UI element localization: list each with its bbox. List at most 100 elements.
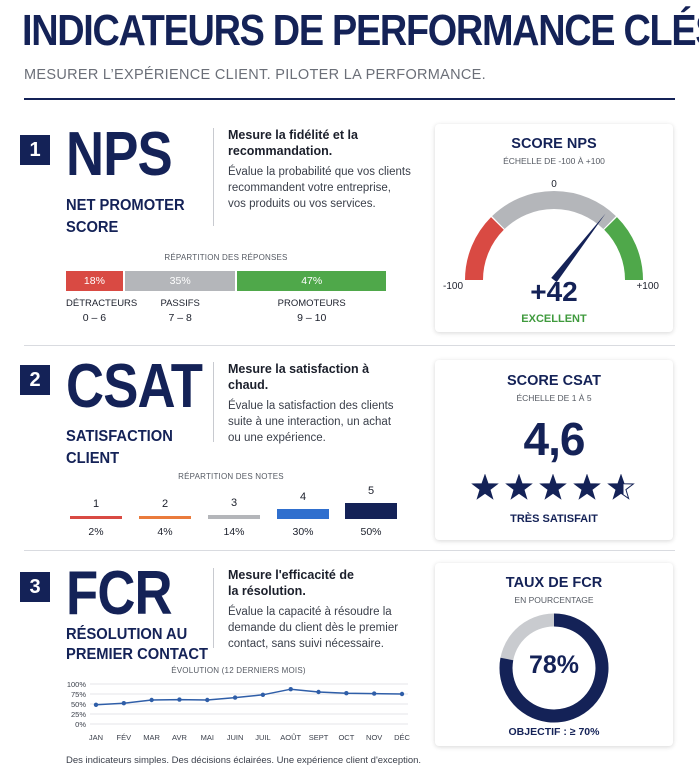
csat-rating-column: 1 2% <box>70 486 122 542</box>
csat-desc-2: suite à une interaction, un achat <box>228 416 392 428</box>
section-number-nps: 1 <box>20 135 50 165</box>
nps-segment-label: DÉTRACTEURS 0 – 6 <box>66 297 138 325</box>
nps-gauge <box>465 191 643 283</box>
csat-desc-1: Évalue la satisfaction des clients <box>228 400 394 412</box>
csat-rating-bar <box>345 503 397 519</box>
fcr-acronym: FCR <box>66 559 173 628</box>
x-tick-label: JUIL <box>255 733 270 742</box>
x-tick-label: AOÛT <box>280 733 301 742</box>
csat-rating-column: 3 14% <box>208 486 260 542</box>
csat-ratings: 1 2% 2 4% 3 14% 4 30% 5 50% <box>66 485 400 542</box>
page-subtitle: MESURER L’EXPÉRIENCE CLIENT. PILOTER LA … <box>24 67 486 83</box>
x-tick-label: MAI <box>201 733 214 742</box>
fcr-data-point <box>177 697 182 702</box>
footer-tagline: Des indicateurs simples. Des décisions é… <box>66 755 422 766</box>
nps-acronym: NPS <box>66 120 173 189</box>
nps-score-card: SCORE NPS ÉCHELLE DE -100 À +100 0 -100 … <box>435 124 673 332</box>
fcr-evolution-chart: 100%75%50%25%0%JAN FÉV MAR AVR MAI JUIN JUIL AO… <box>67 680 411 742</box>
fcr-name-line1: RÉSOLUTION AU <box>66 626 188 643</box>
nps-description: Mesure la fidélité et la recommandation.… <box>228 127 411 212</box>
csat-rating-note: 5 <box>367 485 375 497</box>
y-tick-label: 0% <box>75 720 86 729</box>
star-icon <box>539 474 567 500</box>
fcr-card-title: TAUX DE FCR <box>505 575 603 591</box>
y-tick-label: 25% <box>71 710 86 719</box>
nps-segment-label: PASSIFS 7 – 8 <box>125 297 236 325</box>
csat-card-scale: ÉCHELLE DE 1 À 5 <box>516 393 592 403</box>
csat-rating-note: 3 <box>230 496 238 509</box>
csat-rating-pct: 4% <box>157 526 173 538</box>
section-number-fcr: 3 <box>20 572 50 602</box>
csat-rating-column: 5 50% <box>345 485 397 542</box>
fcr-data-point <box>121 701 127 706</box>
nps-desc-head-2: recommandation. <box>228 144 333 158</box>
fcr-data-point <box>316 689 321 695</box>
fcr-line-series <box>95 688 403 706</box>
nps-score-value: +42 <box>530 276 578 307</box>
nps-breakdown-labels: DÉTRACTEURS 0 – 6 PASSIFS 7 – 8 PROMOTEURS 9 … <box>66 297 386 327</box>
nps-gauge-band <box>492 191 616 230</box>
fcr-data-point <box>93 702 99 707</box>
nps-desc-head-1: Mesure la fidélité et la <box>228 128 358 142</box>
csat-rating-note: 2 <box>161 498 169 510</box>
nps-gauge-mid-label: 0 <box>551 179 557 190</box>
csat-name-line1: SATISFACTION <box>66 428 173 445</box>
csat-rating-pct: 2% <box>88 526 104 538</box>
x-tick-label: MAR <box>143 733 160 742</box>
csat-score-card: SCORE CSAT ÉCHELLE DE 1 À 5 4,6 TRÈS SAT… <box>435 360 673 540</box>
star-icon <box>573 474 601 500</box>
nps-gauge-band <box>603 217 643 281</box>
x-tick-label: FÉV <box>117 733 132 742</box>
csat-rating-column: 4 30% <box>277 486 329 542</box>
fcr-description: Mesure l'efficacité de la résolution. Év… <box>228 567 398 652</box>
fcr-donut <box>499 613 609 723</box>
fcr-data-point <box>260 692 266 697</box>
nps-desc-3: vos produits ou vos services. <box>228 198 376 210</box>
fcr-desc-head-2: la résolution. <box>228 584 306 598</box>
fcr-name-line2: PREMIER CONTACT <box>66 646 209 663</box>
header-rule <box>24 98 675 100</box>
fcr-data-point <box>149 697 154 703</box>
fcr-desc-3: contact, sans suivi nécessaire. <box>228 638 384 650</box>
section-separator <box>24 345 675 346</box>
nps-desc-1: Évalue la probabilité que vos clients <box>228 166 411 178</box>
star-icon <box>471 474 499 500</box>
section-separator <box>24 550 675 551</box>
x-tick-label: JUIN <box>227 733 244 742</box>
nps-segment-range: 0 – 6 <box>82 312 107 324</box>
y-tick-label: 75% <box>71 690 86 699</box>
csat-desc-3: ou une expérience. <box>228 432 326 444</box>
csat-score-value: 4,6 <box>523 413 586 465</box>
fcr-data-point <box>371 691 377 696</box>
nps-name-line2: SCORE <box>66 219 119 236</box>
csat-rating-note: 4 <box>299 491 307 504</box>
csat-rating-bar <box>208 514 260 519</box>
x-tick-label: OCT <box>338 733 354 742</box>
csat-description: Mesure la satisfaction à chaud. Évalue l… <box>228 361 394 446</box>
nps-segment-label: PROMOTEURS 9 – 10 <box>237 297 386 325</box>
x-tick-label: SEPT <box>309 733 329 742</box>
nps-gauge-min-label: -100 <box>443 281 464 292</box>
csat-card-title: SCORE CSAT <box>507 373 601 389</box>
csat-verdict: TRÈS SATISFAIT <box>510 513 598 525</box>
csat-breakdown-title: RÉPARTITION DES NOTES <box>178 472 284 481</box>
nps-breakdown-title: RÉPARTITION DES RÉPONSES <box>164 253 288 262</box>
csat-divider <box>213 362 214 442</box>
x-tick-label: NOV <box>366 733 382 742</box>
section-number-csat: 2 <box>20 365 50 395</box>
csat-desc-head-1: Mesure la satisfaction à <box>228 362 370 376</box>
fcr-desc-2: demande du client dès le premier <box>228 622 399 634</box>
fcr-desc-1: Évalue la capacité à résoudre la <box>228 606 392 618</box>
nps-verdict: EXCELLENT <box>521 313 587 325</box>
fcr-value: 78% <box>528 651 580 679</box>
fcr-data-point <box>232 695 238 700</box>
nps-segment: 18% <box>66 271 123 291</box>
y-tick-label: 50% <box>71 700 86 709</box>
fcr-data-point <box>344 691 349 696</box>
csat-desc-head-2: chaud. <box>228 378 269 392</box>
nps-gauge-max-label: +100 <box>636 281 659 292</box>
fcr-data-point <box>205 697 210 703</box>
fcr-desc-head-1: Mesure l'efficacité de <box>228 568 354 582</box>
nps-segment-name: DÉTRACTEURS <box>66 298 138 309</box>
nps-segment-range: 7 – 8 <box>168 312 192 324</box>
